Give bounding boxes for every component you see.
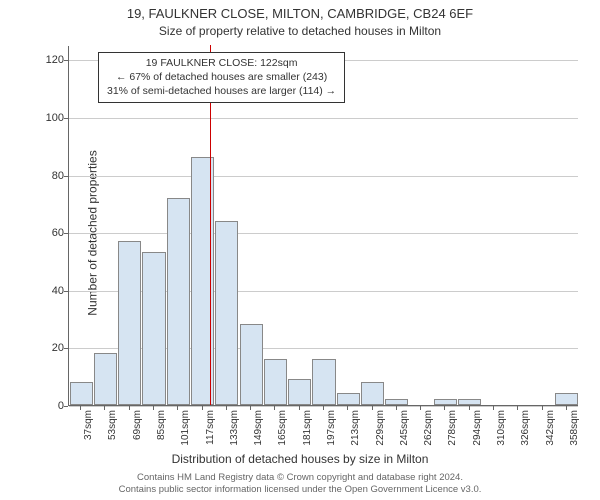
ytick-label: 20 bbox=[34, 342, 64, 354]
xtick-label: 181sqm bbox=[302, 410, 313, 460]
xtick-label: 213sqm bbox=[350, 410, 361, 460]
xtick-mark bbox=[372, 406, 373, 410]
ytick-mark bbox=[64, 176, 68, 177]
histogram-bar bbox=[555, 393, 578, 405]
xtick-mark bbox=[153, 406, 154, 410]
ytick-mark bbox=[64, 233, 68, 234]
gridline bbox=[69, 176, 578, 177]
histogram-bar bbox=[264, 359, 287, 405]
histogram-bar bbox=[70, 382, 93, 405]
xtick-label: 278sqm bbox=[447, 410, 458, 460]
xtick-label: 165sqm bbox=[277, 410, 288, 460]
ytick-mark bbox=[64, 348, 68, 349]
xtick-label: 310sqm bbox=[496, 410, 507, 460]
histogram-bar bbox=[94, 353, 117, 405]
histogram-bar bbox=[240, 324, 263, 405]
xtick-mark bbox=[420, 406, 421, 410]
xtick-mark bbox=[129, 406, 130, 410]
xtick-mark bbox=[469, 406, 470, 410]
xtick-label: 85sqm bbox=[156, 410, 167, 460]
ytick-mark bbox=[64, 60, 68, 61]
xtick-label: 294sqm bbox=[472, 410, 483, 460]
ytick-mark bbox=[64, 291, 68, 292]
xtick-label: 342sqm bbox=[545, 410, 556, 460]
histogram-bar bbox=[361, 382, 384, 405]
chart-title-sub: Size of property relative to detached ho… bbox=[0, 24, 600, 38]
ytick-label: 40 bbox=[34, 285, 64, 297]
xtick-mark bbox=[347, 406, 348, 410]
ytick-label: 60 bbox=[34, 227, 64, 239]
histogram-bar bbox=[434, 399, 457, 405]
histogram-bar bbox=[215, 221, 238, 405]
xtick-label: 229sqm bbox=[375, 410, 386, 460]
xtick-label: 262sqm bbox=[423, 410, 434, 460]
xtick-mark bbox=[493, 406, 494, 410]
annotation-line-1: 19 FAULKNER CLOSE: 122sqm bbox=[107, 56, 336, 70]
xtick-label: 149sqm bbox=[253, 410, 264, 460]
xtick-label: 326sqm bbox=[520, 410, 531, 460]
ytick-mark bbox=[64, 118, 68, 119]
annotation-line-2: ← 67% of detached houses are smaller (24… bbox=[107, 70, 336, 84]
xtick-mark bbox=[104, 406, 105, 410]
gridline bbox=[69, 118, 578, 119]
histogram-bar bbox=[312, 359, 335, 405]
xtick-mark bbox=[226, 406, 227, 410]
xtick-mark bbox=[444, 406, 445, 410]
histogram-bar bbox=[458, 399, 481, 405]
xtick-label: 197sqm bbox=[326, 410, 337, 460]
xtick-label: 133sqm bbox=[229, 410, 240, 460]
ytick-label: 0 bbox=[34, 400, 64, 412]
xtick-mark bbox=[396, 406, 397, 410]
histogram-bar bbox=[142, 252, 165, 405]
xtick-label: 358sqm bbox=[569, 410, 580, 460]
xtick-mark bbox=[274, 406, 275, 410]
histogram-bar bbox=[167, 198, 190, 405]
xtick-mark bbox=[250, 406, 251, 410]
footer-attribution: Contains HM Land Registry data © Crown c… bbox=[0, 472, 600, 496]
xtick-mark bbox=[202, 406, 203, 410]
histogram-bar bbox=[118, 241, 141, 405]
annotation-box: 19 FAULKNER CLOSE: 122sqm ← 67% of detac… bbox=[98, 52, 345, 103]
xtick-mark bbox=[542, 406, 543, 410]
gridline bbox=[69, 233, 578, 234]
ytick-label: 120 bbox=[34, 54, 64, 66]
xtick-mark bbox=[80, 406, 81, 410]
footer-line-2: Contains public sector information licen… bbox=[0, 484, 600, 496]
xtick-mark bbox=[566, 406, 567, 410]
xtick-mark bbox=[299, 406, 300, 410]
xtick-label: 53sqm bbox=[107, 410, 118, 460]
xtick-mark bbox=[177, 406, 178, 410]
xtick-mark bbox=[323, 406, 324, 410]
xtick-label: 37sqm bbox=[83, 410, 94, 460]
histogram-bar bbox=[337, 393, 360, 405]
xtick-mark bbox=[517, 406, 518, 410]
histogram-bar bbox=[385, 399, 408, 405]
footer-line-1: Contains HM Land Registry data © Crown c… bbox=[0, 472, 600, 484]
annotation-line-3: 31% of semi-detached houses are larger (… bbox=[107, 84, 336, 98]
xtick-label: 69sqm bbox=[132, 410, 143, 460]
ytick-mark bbox=[64, 406, 68, 407]
chart-title-main: 19, FAULKNER CLOSE, MILTON, CAMBRIDGE, C… bbox=[0, 6, 600, 21]
xtick-label: 117sqm bbox=[205, 410, 216, 460]
xtick-label: 245sqm bbox=[399, 410, 410, 460]
ytick-label: 80 bbox=[34, 170, 64, 182]
ytick-label: 100 bbox=[34, 112, 64, 124]
xtick-label: 101sqm bbox=[180, 410, 191, 460]
histogram-bar bbox=[288, 379, 311, 405]
